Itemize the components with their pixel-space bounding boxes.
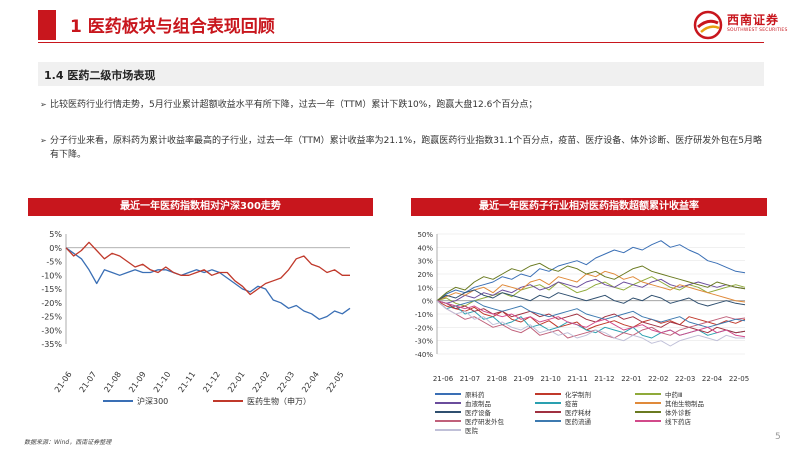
legend-label: 医院	[465, 426, 479, 435]
x-tick-label: 21-07	[460, 375, 480, 383]
bullet-arrow-icon: ➢	[40, 136, 47, 145]
legend-label: 其他生物制品	[665, 399, 704, 408]
x-tick-label: 22-01	[226, 370, 247, 394]
y-tick-label: 50%	[417, 231, 433, 239]
y-tick-label: -30%	[415, 338, 433, 346]
y-tick-label: -10%	[415, 311, 433, 319]
x-tick-label: 21-12	[594, 375, 614, 383]
series-line-13	[436, 300, 745, 347]
x-tick-label: 21-08	[102, 370, 123, 394]
page-number: 5	[775, 432, 781, 442]
y-tick-label: 0%	[49, 244, 62, 253]
section-heading: 1.4 医药二级市场表现	[38, 62, 764, 86]
legend-label: 沪深300	[137, 396, 168, 406]
y-tick-label: -5%	[46, 258, 62, 267]
company-logo: 西南证券 SOUTHWEST SECURITIES	[693, 9, 793, 41]
bullet-2: ➢ 分子行业来看，原料药为累计收益率最高的子行业，过去一年（TTM）累计收益率为…	[40, 134, 764, 162]
x-tick-label: 22-03	[275, 370, 296, 394]
chart-1-title: 最近一年医药指数相对沪深300走势	[28, 198, 373, 216]
legend-label: 医药流通	[565, 417, 592, 426]
x-tick-label: 21-08	[487, 375, 507, 383]
y-tick-label: -10%	[41, 271, 62, 280]
y-tick-label: 0%	[422, 298, 433, 306]
legend-label: 疫苗	[565, 399, 579, 408]
x-tick-label: 21-10	[540, 375, 560, 383]
y-tick-label: 30%	[417, 258, 433, 266]
bullet-2-text: 分子行业来看，原料药为累计收益率最高的子行业，过去一年（TTM）累计收益率为21…	[50, 136, 762, 160]
chart-2-title: 最近一年医药子行业相对医药指数超额累计收益率	[411, 198, 767, 216]
chart-2: 50% 40% 30% 20% 10% 0% -10% -20% -30% -40% 21-06 21…	[415, 231, 749, 435]
bullet-arrow-icon: ➢	[40, 100, 47, 109]
y-tick-label: 40%	[417, 244, 433, 252]
legend-label: 医疗耗材	[565, 408, 592, 417]
series-line-1	[65, 247, 351, 320]
y-tick-label: -25%	[41, 313, 62, 322]
header-accent-bar	[38, 10, 56, 40]
legend-label: 医药生物（申万）	[247, 396, 311, 406]
y-tick-label: -30%	[41, 326, 62, 335]
y-tick-label: -20%	[41, 299, 62, 308]
x-tick-label: 21-11	[567, 375, 587, 383]
x-tick-label: 21-09	[514, 375, 534, 383]
x-tick-label: 21-09	[127, 370, 148, 394]
series-line-6	[436, 270, 746, 303]
series-line-11	[436, 300, 746, 328]
series-line-2	[65, 241, 350, 296]
legend-label: 原料药	[465, 390, 485, 399]
x-tick-label: 21-11	[177, 370, 198, 394]
bullet-1: ➢ 比较医药行业行情走势，5月行业累计超额收益水平有所下降，过去一年（TTM）累…	[40, 98, 750, 112]
legend-label: 线下药店	[665, 417, 692, 426]
x-tick-label: 21-10	[152, 370, 173, 394]
logo-name: 西南证券	[727, 13, 780, 27]
legend-label: 医疗设备	[465, 408, 492, 417]
chart-1: 5%0%-5%-10%-15%-20%-25%-30%-35%21-06 21-0…	[41, 230, 351, 406]
data-source: 数据来源：Wind，西南证券整理	[24, 439, 112, 446]
x-tick-label: 22-05	[325, 370, 346, 394]
series-line-1	[436, 240, 746, 302]
y-tick-label: -40%	[415, 351, 433, 359]
legend-label: 医疗研发外包	[465, 417, 505, 426]
x-tick-label: 22-04	[300, 370, 321, 394]
section-title: 1.4 医药二级市场表现	[44, 69, 156, 82]
x-tick-label: 22-01	[621, 375, 641, 383]
legend-label: 血液制品	[465, 399, 491, 408]
series-line-7	[436, 289, 746, 307]
header-divider	[38, 42, 764, 43]
logo-emblem-icon	[693, 10, 723, 40]
series-line-9	[436, 262, 746, 302]
bullet-1-text: 比较医药行业行情走势，5月行业累计超额收益水平有所下降，过去一年（TTM）累计下…	[50, 100, 538, 110]
y-tick-label: -35%	[41, 340, 62, 349]
y-tick-label: -20%	[415, 324, 433, 332]
page-title: 1 医药板块与组合表现回顾	[70, 17, 275, 37]
y-tick-label: -15%	[41, 285, 62, 294]
y-tick-label: 20%	[417, 271, 433, 279]
y-tick-label: 10%	[417, 284, 433, 292]
x-tick-label: 21-06	[53, 370, 74, 394]
legend-label: 中药Ⅲ	[665, 390, 682, 399]
series-line-8	[436, 300, 746, 334]
x-tick-label: 22-02	[251, 370, 272, 394]
legend-label: 体外诊断	[665, 408, 692, 417]
y-tick-label: 5%	[49, 230, 62, 239]
legend-label: 化学制剂	[565, 390, 591, 399]
x-tick-label: 22-02	[648, 375, 668, 383]
logo-subtitle: SOUTHWEST SECURITIES	[727, 28, 788, 33]
x-tick-label: 21-06	[433, 375, 454, 383]
series-line-12	[436, 300, 746, 338]
series-line-10	[436, 300, 746, 339]
x-tick-label: 21-12	[201, 370, 222, 394]
x-tick-label: 22-03	[675, 375, 695, 383]
x-tick-label: 22-05	[729, 375, 749, 383]
x-tick-label: 22-04	[702, 375, 723, 383]
x-tick-label: 21-07	[78, 370, 99, 394]
series-line-2	[436, 300, 746, 331]
